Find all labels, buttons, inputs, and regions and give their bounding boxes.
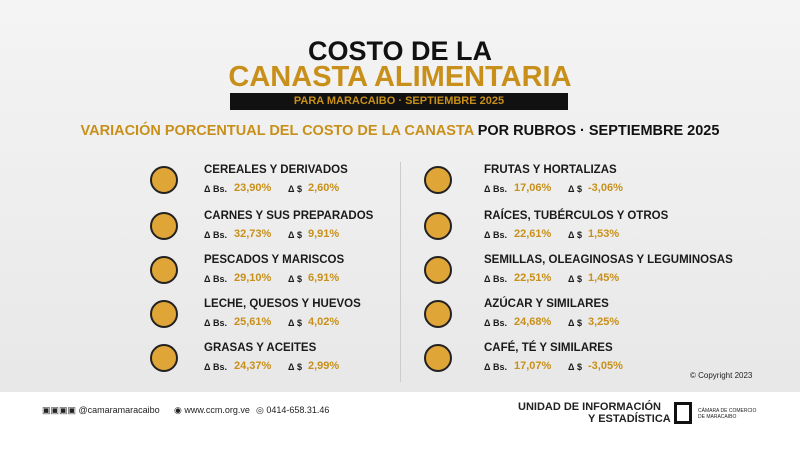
usd-label: Δ $ bbox=[288, 184, 302, 194]
usd-label: Δ $ bbox=[568, 274, 582, 284]
usd-value: 3,25% bbox=[588, 316, 620, 328]
usd-label: Δ $ bbox=[568, 362, 582, 372]
title-line2: CANASTA ALIMENTARIA bbox=[228, 61, 572, 93]
item-name: PESCADOS Y MARISCOS bbox=[204, 254, 345, 266]
icon bbox=[424, 212, 452, 240]
item-name: LECHE, QUESOS Y HUEVOS bbox=[204, 298, 361, 310]
icon bbox=[424, 344, 452, 372]
logo bbox=[674, 402, 692, 424]
footer-social: ▣▣▣▣ @camaramaracaibo bbox=[42, 405, 160, 415]
title-line1: COSTO DE LA bbox=[307, 36, 493, 66]
icon bbox=[424, 166, 452, 194]
bs-label: Δ Bs. bbox=[484, 184, 507, 194]
usd-label: Δ $ bbox=[288, 362, 302, 372]
social: @camaramaracaibo bbox=[78, 405, 160, 415]
subtitle: VARIACIÓN PORCENTUAL DEL COSTO DE LA CAN… bbox=[0, 123, 800, 139]
usd-value: -3,06% bbox=[588, 182, 623, 194]
bs-label: Δ Bs. bbox=[204, 318, 227, 328]
banner-text: PARA MARACAIBO · SEPTIEMBRE 2025 bbox=[293, 95, 505, 107]
org: CÁMARA DE COMERCIO DE MARACAIBO bbox=[698, 408, 757, 420]
usd-value: 2,60% bbox=[308, 182, 340, 194]
usd-label: Δ $ bbox=[288, 274, 302, 284]
usd-label: Δ $ bbox=[568, 230, 582, 240]
unit-line1: UNIDAD DE INFORMACIÓN bbox=[518, 401, 661, 413]
usd-label: Δ $ bbox=[568, 184, 582, 194]
usd-value: 2,99% bbox=[308, 360, 340, 372]
item-name: RAÍCES, TUBÉRCULOS Y OTROS bbox=[484, 210, 669, 222]
bs-label: Δ Bs. bbox=[204, 230, 227, 240]
bs-label: Δ Bs. bbox=[484, 318, 507, 328]
usd-value: 1,53% bbox=[588, 228, 620, 240]
usd-label: Δ $ bbox=[288, 318, 302, 328]
bs-value: 25,61% bbox=[234, 316, 272, 328]
bs-value: 32,73% bbox=[234, 228, 272, 240]
footer-web: ◉ www.ccm.org.ve bbox=[174, 405, 250, 415]
bs-value: 23,90% bbox=[234, 182, 272, 194]
phone: 0414-658.31.46 bbox=[266, 405, 330, 415]
bs-value: 29,10% bbox=[234, 272, 272, 284]
icon bbox=[150, 212, 178, 240]
item-name: CAFÉ, TÉ Y SIMILARES bbox=[484, 342, 613, 354]
banner bbox=[230, 93, 568, 110]
footer-bar bbox=[0, 392, 800, 449]
bs-label: Δ Bs. bbox=[484, 274, 507, 284]
bs-value: 17,07% bbox=[514, 360, 552, 372]
usd-value: 1,45% bbox=[588, 272, 620, 284]
item-name: CARNES Y SUS PREPARADOS bbox=[204, 210, 374, 222]
usd-value: -3,05% bbox=[588, 360, 623, 372]
item-name: CEREALES Y DERIVADOS bbox=[204, 164, 348, 176]
usd-value: 4,02% bbox=[308, 316, 340, 328]
item-name: AZÚCAR Y SIMILARES bbox=[484, 298, 609, 310]
icon bbox=[150, 300, 178, 328]
bs-label: Δ Bs. bbox=[204, 274, 227, 284]
item-name: FRUTAS Y HORTALIZAS bbox=[484, 164, 617, 176]
icon bbox=[424, 300, 452, 328]
copyright: © Copyright 2023 bbox=[690, 371, 753, 380]
unit-line2: Y ESTADÍSTICA bbox=[588, 413, 671, 425]
item-name: SEMILLAS, OLEAGINOSAS Y LEGUMINOSAS bbox=[484, 254, 733, 266]
footer-phone: ◎ 0414-658.31.46 bbox=[256, 405, 330, 415]
web: www.ccm.org.ve bbox=[184, 405, 250, 415]
item-name: GRASAS Y ACEITES bbox=[204, 342, 317, 354]
bs-value: 17,06% bbox=[514, 182, 552, 194]
divider bbox=[400, 162, 401, 382]
usd-label: Δ $ bbox=[288, 230, 302, 240]
icon bbox=[150, 166, 178, 194]
bs-label: Δ Bs. bbox=[204, 362, 227, 372]
bs-label: Δ Bs. bbox=[204, 184, 227, 194]
usd-value: 6,91% bbox=[308, 272, 340, 284]
subtitle-gold: VARIACIÓN PORCENTUAL DEL COSTO DE LA CAN… bbox=[80, 123, 474, 139]
usd-label: Δ $ bbox=[568, 318, 582, 328]
bs-value: 22,61% bbox=[514, 228, 552, 240]
bs-label: Δ Bs. bbox=[484, 362, 507, 372]
bs-value: 24,68% bbox=[514, 316, 552, 328]
bs-value: 22,51% bbox=[514, 272, 552, 284]
bs-label: Δ Bs. bbox=[484, 230, 507, 240]
icon bbox=[150, 256, 178, 284]
usd-value: 9,91% bbox=[308, 228, 340, 240]
bs-value: 24,37% bbox=[234, 360, 272, 372]
icon bbox=[150, 344, 178, 372]
icon bbox=[424, 256, 452, 284]
subtitle-dark: POR RUBROS · SEPTIEMBRE 2025 bbox=[477, 123, 720, 139]
